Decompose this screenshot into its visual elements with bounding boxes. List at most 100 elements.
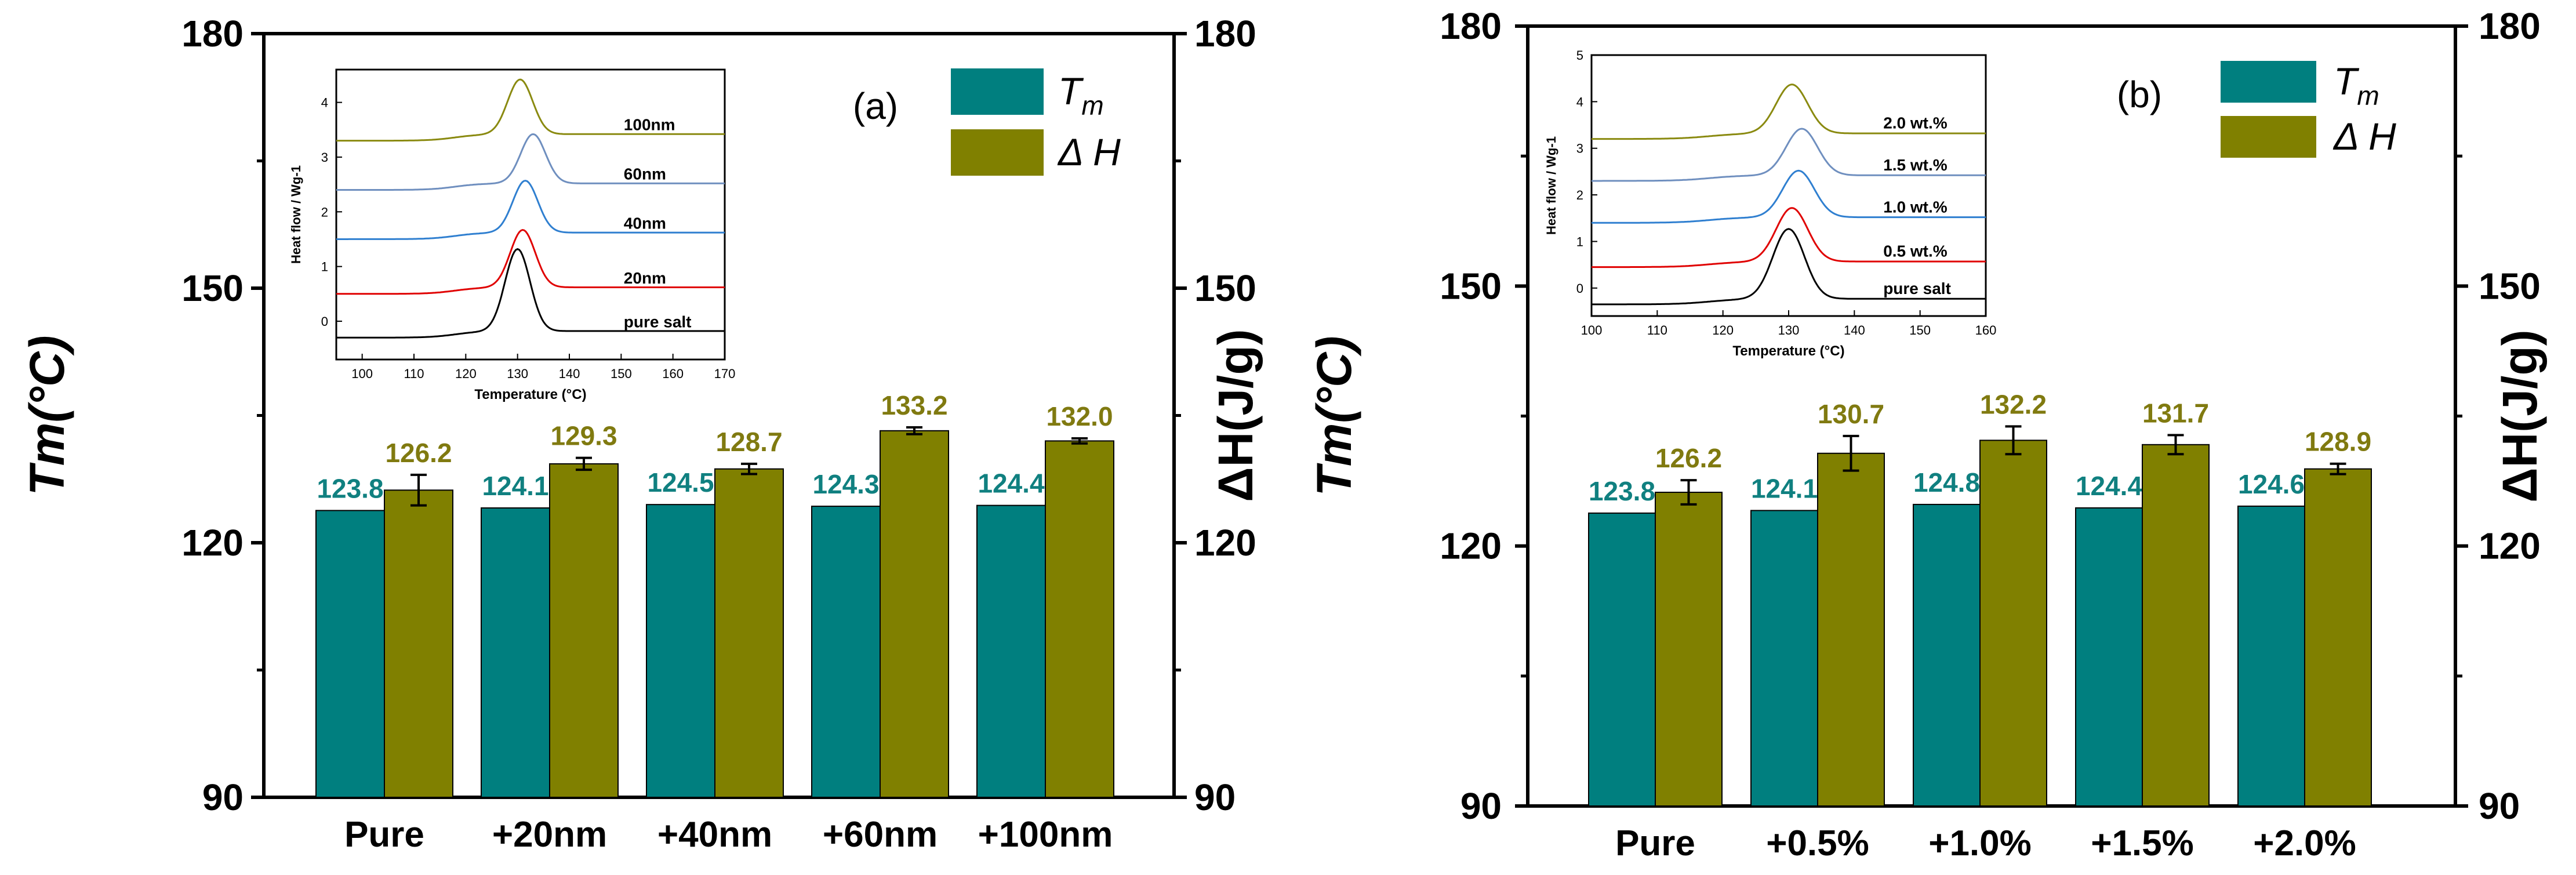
dh-value-label: 132.0: [1046, 401, 1113, 431]
y-tick-label-left: 150: [1440, 265, 1502, 307]
dh-bar: [549, 463, 619, 798]
inset-x-tick-label: 150: [611, 366, 632, 381]
inset-curve-label: 0.5 wt.%: [1883, 242, 1948, 260]
panel-label: (b): [2117, 74, 2162, 115]
category-label: +100nm: [978, 815, 1113, 855]
tm-value-label: 124.5: [647, 467, 714, 498]
inset-x-tick-label: 110: [1647, 323, 1667, 337]
inset-curve: [1592, 83, 1986, 140]
dh-value-label: 126.2: [385, 438, 452, 468]
legend-swatch-dh: [2221, 116, 2316, 158]
legend-label-tm: Tm: [2334, 60, 2379, 111]
dh-bar: [2142, 444, 2210, 807]
inset-curve-label: 1.5 wt.%: [1883, 156, 1948, 174]
y-tick-label-left: 180: [1440, 5, 1502, 47]
dh-value-label: 128.7: [715, 427, 782, 457]
dh-bar: [1655, 492, 1723, 807]
tm-value-label: 124.3: [812, 469, 879, 499]
inset-x-tick-label: 140: [559, 366, 580, 381]
inset-y-label: Heat flow / Wg-1: [1544, 136, 1558, 235]
inset-y-tick-label: 3: [321, 150, 328, 165]
category-label: Pure: [1615, 823, 1695, 863]
legend-tm-main: T: [1058, 70, 1084, 112]
y-tick-label-left: 120: [1440, 525, 1502, 567]
inset-y-tick-label: 5: [1576, 48, 1583, 63]
inset-plot: 100 110 120 130 140 150 160 170 0 1 2 3 4 Temperature…: [289, 68, 735, 402]
category-label: +40nm: [657, 815, 772, 855]
inset-curve-label: 1.0 wt.%: [1883, 198, 1948, 216]
dh-bar: [1045, 440, 1114, 798]
category-label: +0.5%: [1766, 823, 1869, 863]
y-tick-label-right: 150: [1194, 267, 1256, 309]
inset-y-tick-label: 4: [321, 96, 328, 110]
y-tick-label-right: 120: [1194, 522, 1256, 564]
tm-bar: [811, 506, 881, 798]
inset-x-tick-label: 120: [455, 366, 477, 381]
tm-value-label: 124.4: [978, 469, 1045, 499]
inset-x-tick-label: 160: [1975, 323, 1997, 337]
dh-bar: [1979, 440, 2047, 807]
inset-x-tick-label: 130: [507, 366, 528, 381]
dh-bar: [1817, 452, 1885, 807]
inset-y-tick-label: 0: [321, 314, 328, 329]
y-tick-label-left: 180: [181, 13, 244, 55]
tm-bar: [2237, 505, 2305, 807]
inset-curve: [336, 180, 725, 240]
dh-value-label: 130.7: [1818, 399, 1884, 429]
category-label: +2.0%: [2253, 823, 2356, 863]
category-label: +60nm: [823, 815, 938, 855]
inset-y-tick-label: 1: [1576, 234, 1583, 249]
inset-curve-label: 2.0 wt.%: [1883, 114, 1948, 132]
legend-tm-main: T: [2334, 60, 2360, 103]
dh-value-label: 133.2: [881, 390, 947, 420]
inset-curve: [1592, 169, 1986, 224]
inset-x-tick-label: 120: [1712, 323, 1734, 337]
tm-bar: [315, 510, 385, 798]
tm-value-label: 124.8: [1913, 467, 1980, 498]
inset-plot: 100 110 120 130 140 150 160 0 1 2 3 4 5 Temperature (…: [1544, 48, 1996, 359]
dh-value-label: 129.3: [550, 421, 617, 451]
inset-curve-label: 20nm: [624, 269, 666, 287]
inset-curve: [336, 228, 725, 295]
dh-value-label: 126.2: [1655, 443, 1722, 473]
inset-curve: [336, 248, 725, 339]
inset-y-tick-label: 0: [1576, 281, 1583, 296]
inset-x-label: Temperature (°C): [1732, 343, 1844, 359]
y-tick-label-right: 180: [2479, 5, 2541, 47]
inset-x-tick-label: 110: [404, 366, 424, 381]
category-label: +1.5%: [2091, 823, 2194, 863]
inset-curve-label: 60nm: [624, 165, 666, 183]
inset-curve-label: 40nm: [624, 214, 666, 232]
tm-bar: [976, 504, 1046, 798]
inset-y-tick-label: 3: [1576, 141, 1583, 156]
dh-bar: [2304, 468, 2372, 807]
legend-label-dh: Δ H: [2332, 115, 2396, 158]
y-axis-label-left: Tm(°C): [1307, 336, 1361, 496]
legend-swatch-tm: [2221, 61, 2316, 103]
dh-bar: [880, 430, 949, 798]
y-tick-label-right: 180: [1194, 13, 1256, 55]
tm-bar: [481, 507, 550, 798]
category-label: +20nm: [492, 815, 607, 855]
tm-value-label: 123.8: [317, 473, 383, 503]
inset-y-tick-label: 1: [321, 260, 328, 274]
y-axis-label-right: ΔH(J/g): [2493, 329, 2547, 502]
tm-bar: [1913, 503, 1981, 807]
tm-value-label: 124.1: [482, 471, 548, 501]
dh-bar: [714, 468, 784, 798]
tm-bar: [646, 504, 715, 798]
legend-tm-sub: m: [2357, 81, 2379, 111]
tm-value-label: 124.1: [1751, 473, 1818, 503]
y-tick-label-right: 90: [2479, 785, 2520, 827]
legend-label-dh: Δ H: [1057, 130, 1121, 173]
inset-x-tick-label: 160: [662, 366, 684, 381]
dh-value-label: 132.2: [1980, 389, 2047, 419]
tm-bar: [2075, 507, 2143, 807]
legend-swatch-dh: [951, 129, 1044, 176]
dh-bar: [384, 489, 453, 798]
inset-x-tick-label: 150: [1909, 323, 1931, 337]
y-tick-label-left: 90: [1460, 785, 1502, 827]
